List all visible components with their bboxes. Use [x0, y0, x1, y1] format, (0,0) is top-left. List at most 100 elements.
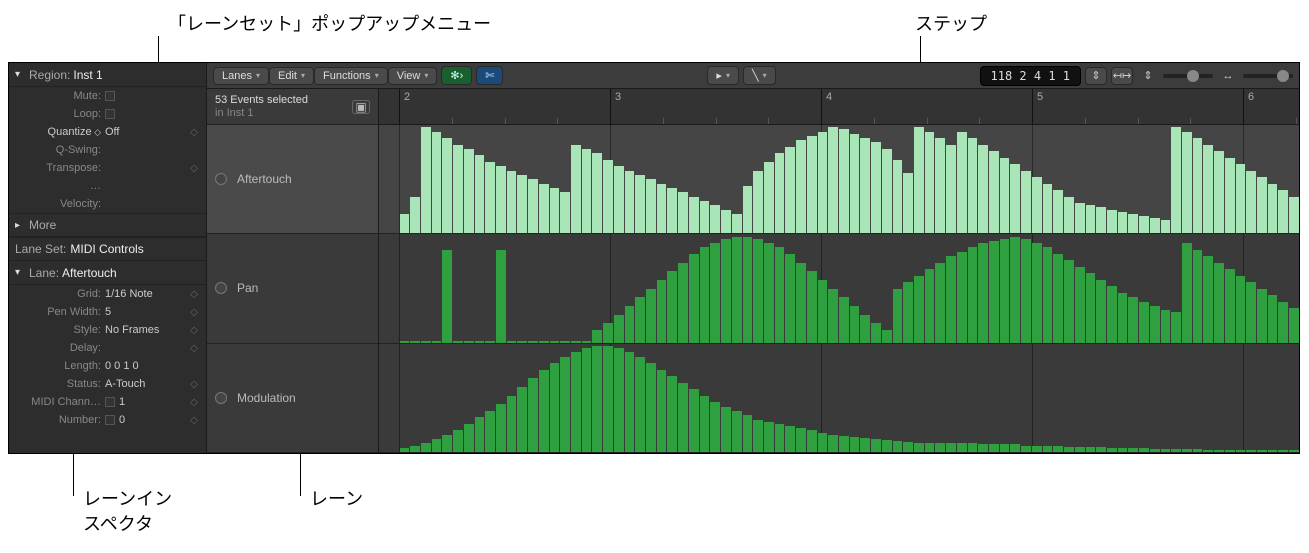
step-bar[interactable]	[1203, 450, 1213, 452]
step-bar[interactable]	[1096, 447, 1106, 452]
step-bar[interactable]	[1096, 280, 1106, 343]
step-bar[interactable]	[528, 179, 538, 233]
step-bar[interactable]	[1289, 450, 1299, 452]
step-bar[interactable]	[828, 289, 838, 343]
step-bar[interactable]	[1032, 177, 1042, 233]
step-bar[interactable]	[807, 136, 817, 233]
lane-label[interactable]: Pan	[207, 234, 378, 343]
step-bar[interactable]	[882, 330, 892, 343]
step-bar[interactable]	[614, 166, 624, 233]
step-bar[interactable]	[753, 171, 763, 234]
step-bar[interactable]	[710, 205, 720, 233]
step-bar[interactable]	[560, 341, 570, 343]
step-bar[interactable]	[1214, 450, 1224, 452]
step-bar[interactable]	[925, 132, 935, 234]
step-bar[interactable]	[646, 289, 656, 343]
step-bar[interactable]	[475, 341, 485, 343]
step-bar[interactable]	[1075, 447, 1085, 452]
step-bar[interactable]	[1182, 449, 1192, 452]
step-bar[interactable]	[1268, 295, 1278, 343]
step-bar[interactable]	[818, 132, 828, 234]
param-value[interactable]: 1/16 Note	[105, 288, 190, 300]
checkbox[interactable]	[105, 415, 115, 425]
step-bar[interactable]	[860, 315, 870, 343]
step-bar[interactable]	[1214, 263, 1224, 343]
step-bar[interactable]	[667, 188, 677, 233]
step-bar[interactable]	[732, 411, 742, 452]
step-bar[interactable]	[614, 315, 624, 343]
step-bar[interactable]	[560, 357, 570, 452]
param-row[interactable]: Loop:	[9, 105, 206, 123]
step-bar[interactable]	[507, 171, 517, 234]
step-bar[interactable]	[807, 271, 817, 342]
step-bar[interactable]	[753, 239, 763, 343]
step-bar[interactable]	[421, 341, 431, 343]
step-bar[interactable]	[550, 363, 560, 452]
step-bar[interactable]	[764, 422, 774, 452]
step-bar[interactable]	[1139, 302, 1149, 343]
step-bar[interactable]	[721, 210, 731, 234]
step-bar[interactable]	[496, 404, 506, 452]
step-bar[interactable]	[560, 192, 570, 233]
step-bar[interactable]	[689, 254, 699, 343]
midi-in-button[interactable]: ✻›	[441, 66, 472, 85]
step-bar[interactable]	[1150, 218, 1160, 233]
step-bar[interactable]	[1268, 184, 1278, 234]
step-bar[interactable]	[582, 348, 592, 452]
step-bar[interactable]	[871, 323, 881, 342]
step-bar[interactable]	[475, 155, 485, 233]
step-bar[interactable]	[646, 363, 656, 452]
step-bar[interactable]	[603, 160, 613, 234]
step-bar[interactable]	[442, 138, 452, 233]
step-bar[interactable]	[1010, 444, 1020, 452]
step-bar[interactable]	[1203, 145, 1213, 234]
step-bar[interactable]	[1193, 449, 1203, 452]
step-bar[interactable]	[839, 297, 849, 342]
step-bar[interactable]	[1010, 164, 1020, 233]
step-bar[interactable]	[1257, 450, 1267, 452]
step-bar[interactable]	[989, 241, 999, 343]
param-value[interactable]: 5	[105, 306, 190, 318]
step-bar[interactable]	[914, 443, 924, 452]
step-bar[interactable]	[400, 448, 410, 452]
step-bar[interactable]	[539, 184, 549, 234]
step-bar[interactable]	[582, 341, 592, 343]
step-bar[interactable]	[517, 341, 527, 343]
step-bar[interactable]	[400, 341, 410, 343]
step-bar[interactable]	[464, 149, 474, 233]
step-bar[interactable]	[550, 341, 560, 343]
step-bar[interactable]	[764, 162, 774, 233]
param-row[interactable]: Transpose:◇	[9, 159, 206, 177]
step-bar[interactable]	[1289, 197, 1299, 234]
step-bar[interactable]	[839, 129, 849, 233]
more-header[interactable]: ▸ More	[9, 213, 206, 237]
step-bar[interactable]	[603, 323, 613, 342]
step-bar[interactable]	[1118, 293, 1128, 343]
step-bar[interactable]	[453, 341, 463, 343]
step-bar[interactable]	[1086, 205, 1096, 233]
param-row[interactable]: Quantize ◇Off◇	[9, 123, 206, 141]
stepper-icon[interactable]: ◇	[190, 307, 200, 318]
step-bar[interactable]	[882, 440, 892, 452]
step-bar[interactable]	[1193, 138, 1203, 233]
lane[interactable]	[379, 234, 1299, 343]
lane[interactable]	[379, 125, 1299, 234]
step-bar[interactable]	[1107, 448, 1117, 452]
step-bar[interactable]	[1139, 448, 1149, 452]
param-value[interactable]	[105, 109, 200, 119]
line-tool[interactable]: ╲▾	[743, 66, 776, 85]
step-bar[interactable]	[1161, 449, 1171, 452]
step-bar[interactable]	[775, 424, 785, 452]
step-bar[interactable]	[828, 435, 838, 452]
step-bar[interactable]	[657, 370, 667, 452]
step-bar[interactable]	[1053, 254, 1063, 343]
step-bar[interactable]	[1107, 210, 1117, 234]
step-bar[interactable]	[1150, 306, 1160, 343]
step-bar[interactable]	[700, 201, 710, 233]
step-bar[interactable]	[828, 127, 838, 233]
param-row[interactable]: Delay:◇	[9, 339, 206, 357]
step-bar[interactable]	[850, 437, 860, 452]
step-bar[interactable]	[635, 297, 645, 342]
lane[interactable]	[379, 344, 1299, 453]
step-bar[interactable]	[485, 411, 495, 452]
